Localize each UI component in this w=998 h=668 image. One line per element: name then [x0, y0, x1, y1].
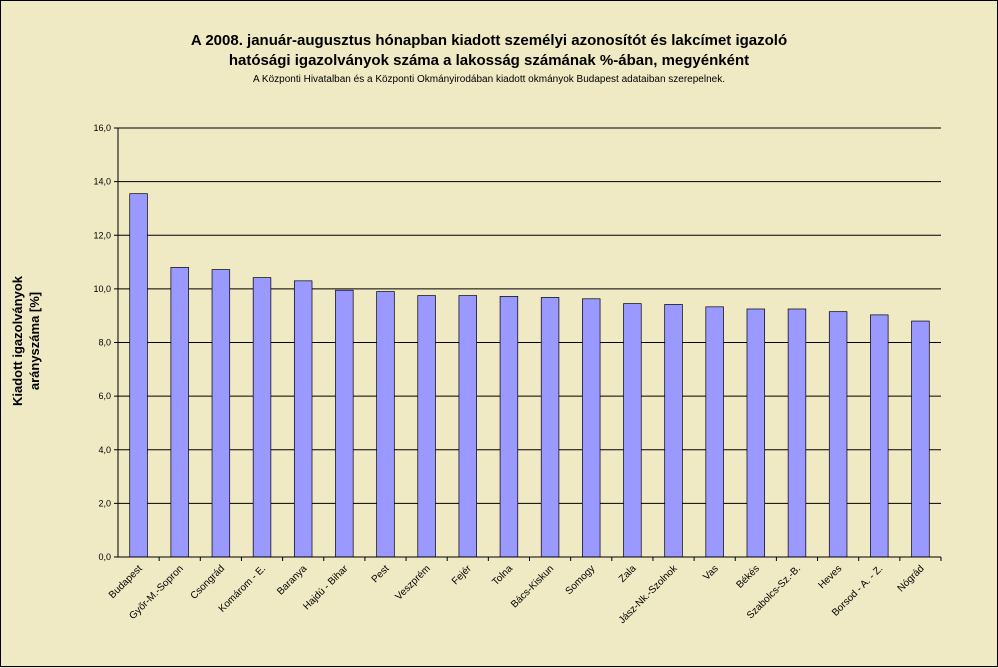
bar-11 [582, 298, 601, 558]
bar-13 [664, 304, 683, 558]
y-axis-label-line-1: Kiadott igazolványok [10, 275, 25, 406]
bar-14 [705, 306, 724, 558]
bar-4 [293, 280, 313, 558]
bar-5 [335, 289, 354, 558]
y-tick-label: 4,0 [98, 445, 111, 455]
x-category-label: Nógrád [896, 563, 927, 594]
bar-7 [417, 295, 436, 558]
bar-10 [540, 297, 560, 558]
chart-title-line-2: hatósági igazolványok száma a lakosság s… [229, 52, 749, 69]
y-tick-label: 10,0 [93, 284, 111, 294]
bar-12 [623, 303, 642, 558]
x-category-label: Fejér [450, 563, 474, 587]
bar-1 [170, 267, 189, 558]
y-tick-label: 16,0 [93, 123, 111, 133]
x-category-label: Veszprém [394, 563, 433, 602]
x-category-label: Baranya [275, 563, 309, 597]
bar-18 [870, 314, 889, 558]
x-category-label: Vas [701, 563, 720, 582]
y-tick-label: 14,0 [93, 177, 111, 187]
x-category-label: Bács-Kiskun [509, 563, 556, 610]
y-tick-label: 12,0 [93, 230, 111, 240]
x-category-label: Zala [617, 563, 639, 585]
bar-8 [458, 295, 477, 558]
chart-subtitle: A Központi Hivatalban és a Központi Okmá… [253, 74, 725, 85]
y-tick-label: 2,0 [98, 498, 111, 508]
bar-9 [499, 296, 519, 558]
bar-15 [746, 308, 766, 558]
bar-19 [911, 320, 930, 558]
x-category-label: Hajdú - Bihar [301, 563, 351, 613]
x-category-label: Csongrád [189, 563, 227, 601]
x-category-label: Pest [370, 563, 392, 585]
chart-title-line-1: A 2008. január-augusztus hónapban kiadot… [191, 32, 787, 49]
bar-17 [828, 311, 848, 558]
x-category-label: Heves [816, 563, 844, 591]
bar-2 [211, 269, 231, 558]
x-category-label: Budapest [107, 563, 145, 601]
x-category-label: Tolna [490, 563, 515, 588]
y-tick-label: 8,0 [98, 338, 111, 348]
y-tick-label: 0,0 [98, 552, 111, 562]
bar-0 [129, 193, 148, 558]
bar-3 [252, 277, 272, 558]
x-category-label: Békés [735, 563, 762, 590]
bar-6 [376, 291, 395, 558]
y-tick-label: 6,0 [98, 391, 111, 401]
x-category-label: Somogy [564, 563, 598, 597]
y-axis-label-line-2: arányszáma [%] [27, 292, 42, 390]
bar-16 [787, 308, 807, 558]
